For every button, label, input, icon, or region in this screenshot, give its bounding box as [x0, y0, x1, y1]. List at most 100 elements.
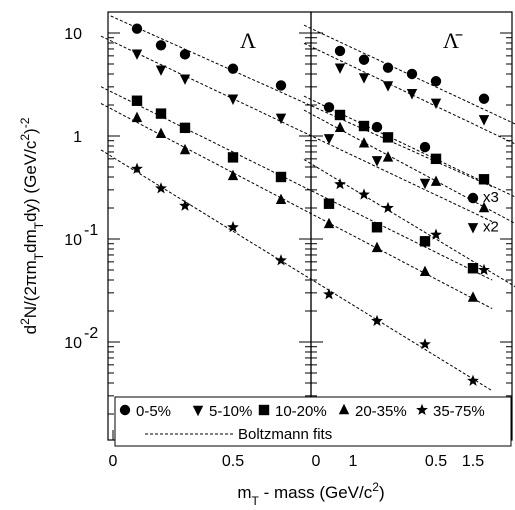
legend-label-35-75%: 35-75%: [433, 403, 485, 420]
data-markers: [131, 23, 490, 386]
x-tick-label-1-1: 0.5: [222, 453, 244, 470]
point-2-0-5%-1: [334, 45, 346, 57]
point-1-0-5%-7: [371, 121, 383, 133]
x-tick-label-1-0: 0: [109, 453, 118, 470]
point-1-5-10%-7: [371, 156, 383, 167]
fit-2-35-75%: [303, 159, 515, 288]
point-1-20-35%-7: [371, 241, 383, 253]
legend-label-20-35%: 20-35%: [355, 403, 407, 420]
legend-marker-10-20%: [258, 404, 270, 416]
point-1-5-10%-6: [323, 134, 335, 145]
plot-frame: [107, 11, 513, 441]
point-1-0-5%-5: [275, 80, 287, 91]
point-2-35-75%-2: [358, 188, 370, 200]
point-2-20-35%-4: [430, 175, 442, 186]
point-2-35-75%-1: [334, 178, 346, 190]
y-tick-label-0: 10: [64, 26, 82, 43]
point-1-0-5%-4: [227, 63, 239, 74]
legend-label-0-5%: 0-5%: [136, 403, 171, 420]
point-1-10-20%-4: [227, 152, 239, 163]
annotations: x3x2Λx3x2Λ̄: [240, 28, 499, 235]
x-axis-title-part: T: [252, 494, 260, 508]
point-2-0-5%-5: [430, 76, 442, 87]
point-1-20-35%-1: [131, 111, 143, 123]
point-1-35-75%-9: [467, 374, 479, 386]
point-1-35-75%-2: [155, 182, 167, 194]
point-1-10-20%-2: [155, 108, 167, 119]
point-1-10-20%-8: [419, 236, 431, 247]
y-axis-title-part: dm: [21, 229, 40, 253]
point-2-20-35%-3: [382, 151, 394, 162]
point-2-0-5%-3: [382, 62, 394, 73]
fit-2-5-10%: [303, 42, 515, 145]
point-1-10-20%-1: [131, 95, 143, 106]
y-tick-label-2: 10: [64, 232, 82, 249]
point-1-20-35%-5: [275, 193, 287, 205]
point-1-5-10%-8: [419, 178, 431, 190]
point-2-10-20%-5: [478, 174, 490, 185]
scale-label-1-x3: x3: [483, 189, 499, 206]
point-2-10-20%-4: [430, 153, 442, 165]
y-axis-title: d2N/(2πmTdmTdy) (GeV/c2)-2: [18, 117, 46, 334]
point-1-0-5%-1: [131, 23, 143, 34]
point-1-35-75%-6: [323, 288, 335, 300]
x-axis-title-part: ): [379, 483, 385, 502]
y-axis-title-part: 2: [18, 134, 32, 141]
x-tick-label-1-3: 1.5: [462, 453, 484, 470]
panel-frame-1: [107, 11, 312, 441]
point-2-35-75%-3: [382, 201, 394, 214]
x-tick-label-1-2: 1: [349, 453, 358, 470]
x-axis-title-part: - mass (GeV/c: [259, 483, 373, 502]
point-2-20-35%-1: [334, 121, 346, 133]
point-2-5-10%-2: [358, 73, 370, 84]
legend-box: [114, 396, 512, 447]
point-2-35-75%-4: [430, 228, 442, 240]
point-1-35-75%-4: [227, 221, 239, 233]
point-2-5-10%-1: [334, 63, 346, 74]
point-1-10-20%-5: [275, 171, 287, 183]
y-tick-label-3: 10: [64, 335, 82, 352]
point-1-10-20%-3: [179, 122, 191, 134]
y-axis-title-part: ): [21, 128, 40, 134]
fit-lines: [100, 15, 515, 392]
point-1-5-10%-4: [227, 94, 239, 105]
y-axis-title-part: N/(2πm: [21, 260, 40, 318]
y-axis-title-part: T: [32, 221, 46, 229]
x-axis-title: mT - mass (GeV/c2): [237, 480, 384, 508]
point-1-5-10%-5: [275, 113, 287, 125]
legend-label-5-10%: 5-10%: [209, 403, 252, 420]
legend-marker-0-5%: [119, 404, 131, 416]
point-1-5-10%-1: [131, 49, 143, 60]
point-1-0-5%-6: [323, 102, 335, 113]
point-2-5-10%-6: [478, 115, 490, 126]
y-axis-title-part: T: [32, 252, 46, 260]
point-2-0-5%-2: [358, 54, 370, 65]
point-1-10-20%-7: [371, 222, 383, 233]
legend-label-10-20%: 10-20%: [275, 403, 327, 420]
y-axis-title-part: 2: [18, 318, 32, 325]
point-1-5-10%-9: [467, 223, 479, 234]
fit-1-20-35%: [100, 103, 493, 310]
panel-title-2: Λ̄: [443, 28, 463, 53]
point-1-35-75%-7: [371, 314, 383, 326]
fit-1-5-10%: [100, 35, 493, 223]
y-tick-exp-2: -1: [84, 222, 98, 239]
point-1-0-5%-3: [179, 49, 191, 60]
point-1-20-35%-6: [323, 217, 335, 229]
point-1-35-75%-8: [419, 338, 431, 350]
fit-2-0-5%: [303, 24, 515, 125]
x-axis-title-part: m: [237, 483, 251, 502]
point-1-35-75%-1: [131, 162, 143, 174]
legend: 0-5% 5-10% 10-20% 20-35% 35-75% Boltzmann fit…: [114, 396, 512, 447]
y-axis-title-part: d: [21, 325, 40, 334]
x-axis-title-part: 2: [372, 480, 379, 494]
point-2-20-35%-2: [358, 137, 370, 148]
y-tick-exp-3: -2: [84, 325, 98, 342]
point-2-5-10%-4: [406, 89, 418, 100]
point-2-5-10%-3: [382, 81, 394, 92]
fit-2-10-20%: [303, 95, 515, 198]
y-axis-title-part: dy) (GeV/c: [21, 140, 40, 222]
point-1-5-10%-2: [155, 65, 167, 76]
legend-fit-label: Boltzmann fits: [238, 426, 332, 443]
x-tick-label-2-1: 0.5: [425, 453, 447, 470]
